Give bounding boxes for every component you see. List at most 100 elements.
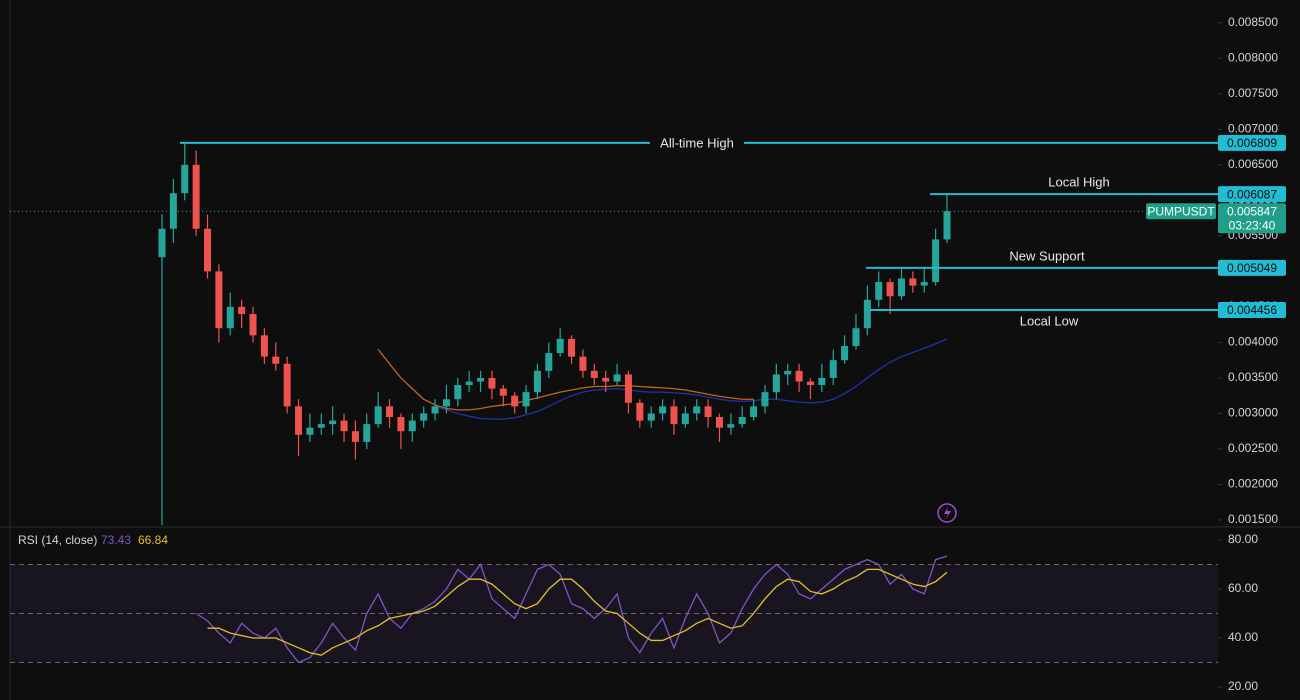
candle-body — [454, 385, 462, 400]
candle-body — [511, 395, 519, 407]
y-tick-label: 0.003500 — [1228, 370, 1278, 384]
candle-body — [875, 282, 883, 300]
y-tick-label: 60.00 — [1228, 581, 1258, 595]
y-tick-label: 0.007500 — [1228, 86, 1278, 100]
moving-average — [434, 338, 948, 420]
candle-body — [340, 420, 348, 432]
level-tag-value: 0.004456 — [1227, 303, 1277, 317]
candle-body — [169, 193, 177, 229]
candle-body — [806, 381, 814, 386]
candle-body — [659, 406, 667, 414]
candle-body — [397, 417, 405, 432]
level-tag-value: 0.006809 — [1227, 136, 1277, 150]
candle-body — [897, 278, 905, 297]
candle-body — [545, 353, 553, 371]
candle-body — [932, 239, 940, 283]
level-tag — [1218, 259, 1286, 276]
candle-body — [738, 417, 746, 425]
alert-icon[interactable] — [937, 503, 957, 523]
candle-body — [158, 228, 166, 258]
candle-body — [272, 356, 280, 364]
candle-body — [522, 392, 530, 407]
candle-body — [841, 345, 849, 361]
candle-body — [920, 282, 928, 286]
level-tag — [1218, 186, 1286, 203]
y-tick-label: 0.008500 — [1228, 15, 1278, 29]
candle-body — [408, 420, 416, 432]
candle-body — [590, 370, 598, 378]
candle-body — [306, 427, 314, 435]
level-label: All-time High — [660, 135, 734, 150]
candle-body — [238, 306, 246, 315]
level-tag-value: 0.005049 — [1227, 261, 1277, 275]
level-tag-value: 0.006087 — [1227, 187, 1277, 201]
rsi-line — [207, 568, 948, 656]
y-tick-label: 0.004000 — [1228, 335, 1278, 349]
candle-body — [670, 406, 678, 425]
alert-bolt — [944, 507, 951, 519]
candle-body — [784, 370, 792, 375]
last-price-value: 0.005847 — [1227, 204, 1277, 218]
candle-body — [192, 164, 200, 229]
y-tick-label: 0.002000 — [1228, 477, 1278, 491]
candle-body — [226, 306, 234, 329]
rsi-pane: 80.00 60.00 40.00 20.00 RSI (14, close) 73.43… — [10, 532, 1258, 693]
candle-body — [556, 338, 564, 354]
level-label: Local Low — [1020, 313, 1079, 328]
y-tick-label: 20.00 — [1228, 679, 1258, 693]
candle-body — [624, 374, 632, 403]
candle-body — [568, 338, 576, 357]
candle-body — [693, 406, 701, 414]
candle-body — [704, 406, 712, 418]
candle-body — [533, 370, 541, 393]
candle-body — [374, 406, 382, 425]
y-tick-label: 40.00 — [1228, 630, 1258, 644]
y-tick-label: 0.006500 — [1228, 157, 1278, 171]
candle-body — [579, 356, 587, 371]
rsi-value: 73.43 — [101, 533, 131, 547]
candle-body — [602, 377, 610, 382]
candle-body — [351, 431, 359, 442]
candle-body — [420, 413, 428, 421]
candle-body — [431, 406, 439, 414]
level-label: New Support — [1009, 248, 1085, 263]
level-label: Local High — [1048, 175, 1109, 190]
candle-body — [795, 370, 803, 382]
candle-body — [818, 377, 826, 386]
y-tick-label: 0.001500 — [1228, 512, 1278, 526]
candle-body — [386, 406, 394, 418]
candle-body — [499, 388, 507, 396]
candle-body — [750, 406, 758, 418]
level-tag — [1218, 134, 1286, 151]
candle-body — [283, 363, 291, 407]
candle-body — [863, 299, 871, 329]
indicator-title: RSI (14, close) — [18, 533, 97, 547]
rsi-ma-value: 66.84 — [138, 533, 168, 547]
candle-body — [181, 164, 189, 194]
candle-body — [465, 381, 473, 386]
candle-body — [943, 211, 951, 240]
candle-body — [488, 377, 496, 389]
price-tag — [1218, 203, 1286, 234]
y-tick-label: 0.002500 — [1228, 441, 1278, 455]
candle-body — [761, 392, 769, 407]
candle-body — [363, 424, 371, 442]
candle-body — [727, 424, 735, 428]
candle-body — [442, 399, 450, 407]
candle-body — [215, 271, 223, 329]
candle-body — [613, 374, 621, 382]
y-tick-label: 0.008000 — [1228, 50, 1278, 64]
moving-average — [377, 349, 754, 411]
candle-body — [329, 420, 337, 425]
countdown: 03:23:40 — [1229, 218, 1276, 232]
level-label-gap — [650, 134, 744, 151]
symbol-label: PUMPUSDT — [1147, 204, 1215, 218]
candle-body — [249, 314, 257, 336]
rsi-line — [195, 555, 948, 664]
candle-body — [829, 360, 837, 378]
candle-body — [204, 228, 212, 272]
candle-body — [477, 377, 485, 382]
candle-body — [647, 413, 655, 421]
